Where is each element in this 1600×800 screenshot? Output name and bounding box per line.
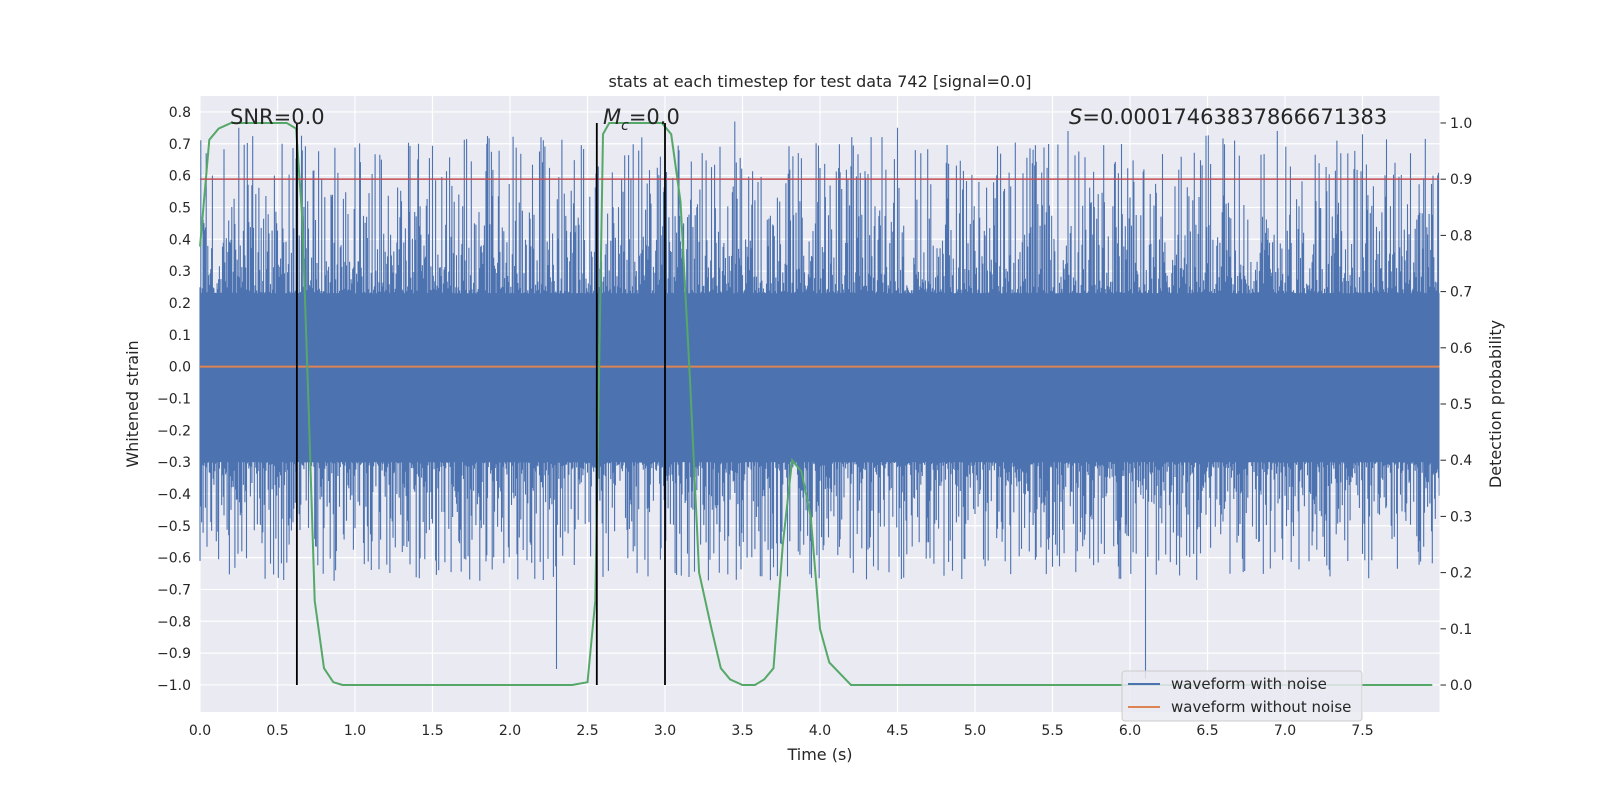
x-tick-label: 6.5	[1196, 723, 1218, 739]
x-tick-label: 0.5	[266, 723, 288, 739]
y-tick-label: −0.6	[157, 551, 191, 567]
y2-tick-label: 0.2	[1450, 566, 1472, 582]
y-tick-label: −0.3	[157, 455, 191, 471]
y-tick-label: 0.7	[169, 137, 191, 153]
y-axis-label: Whitened strain	[123, 340, 142, 467]
mc-annotation: Mc=0.0	[603, 105, 680, 134]
y-tick-label: 0.2	[169, 296, 191, 312]
x-tick-label: 3.0	[654, 723, 676, 739]
legend: waveform with noise waveform without noi…	[1121, 670, 1363, 722]
s-value: =0.00017463837866671383	[1082, 105, 1387, 129]
mc-value: =0.0	[629, 105, 680, 129]
x-tick-label: 1.5	[421, 723, 443, 739]
mc-symbol: M	[603, 105, 621, 129]
y-tick-label: 0.4	[169, 232, 191, 248]
legend-label-noise: waveform with noise	[1171, 675, 1327, 693]
x-tick-label: 2.5	[576, 723, 598, 739]
y-tick-label: −1.0	[157, 678, 191, 694]
snr-annotation: SNR=0.0	[230, 105, 325, 129]
x-tick-label: 0.0	[189, 723, 211, 739]
s-symbol: S	[1069, 105, 1082, 129]
y-tick-label: −0.8	[157, 614, 191, 630]
x-tick-label: 6.0	[1119, 723, 1141, 739]
x-tick-label: 7.5	[1351, 723, 1373, 739]
y2-tick-label: 0.3	[1450, 509, 1472, 525]
y-tick-label: 0.5	[169, 200, 191, 216]
y-tick-label: 0.1	[169, 328, 191, 344]
vertical-markers	[295, 122, 666, 686]
y-tick-label: −0.7	[157, 582, 191, 598]
x-tick-label: 7.0	[1274, 723, 1296, 739]
y-tick-label: −0.2	[157, 423, 191, 439]
legend-label-clean: waveform without noise	[1171, 698, 1351, 716]
y-tick-label: 0.0	[169, 360, 191, 376]
y-tick-label: 0.6	[169, 169, 191, 185]
series-waveform-with-noise	[199, 121, 1440, 679]
y2-tick-label: 0.8	[1450, 228, 1472, 244]
y-tick-label: −0.9	[157, 646, 191, 662]
axis-ticks: 0.0 0.5 1.0 1.5 2.0 2.5 3.0 3.5 4.0 4.5 5.0 5.5 6.0 6…	[157, 96, 1472, 739]
y-tick-label: 0.8	[169, 105, 191, 121]
y-tick-label: −0.5	[157, 519, 191, 535]
x-tick-label: 2.0	[499, 723, 521, 739]
y2-tick-label: 1.0	[1450, 116, 1472, 132]
x-tick-label: 5.5	[1041, 723, 1063, 739]
y2-tick-label: 0.1	[1450, 622, 1472, 638]
chart-title: stats at each timestep for test data 742…	[608, 72, 1031, 91]
noise-spikes	[199, 121, 1440, 679]
y2-tick-label: 0.0	[1450, 678, 1472, 694]
s-annotation: S=0.00017463837866671383	[1069, 105, 1387, 129]
y-tick-label: 0.3	[169, 264, 191, 280]
x-tick-label: 4.5	[886, 723, 908, 739]
y-tick-label: −0.1	[157, 391, 191, 407]
legend-box	[1121, 670, 1363, 722]
y2-tick-label: 0.9	[1450, 172, 1472, 188]
y2-tick-label: 0.5	[1450, 397, 1472, 413]
x-tick-label: 1.0	[344, 723, 366, 739]
y2-tick-label: 0.7	[1450, 285, 1472, 301]
x-axis-label: Time (s)	[786, 745, 852, 764]
y-tick-label: −0.4	[157, 487, 191, 503]
x-tick-label: 4.0	[809, 723, 831, 739]
mc-subscript: c	[621, 118, 629, 134]
y2-axis-label: Detection probability	[1486, 320, 1505, 488]
x-tick-label: 3.5	[731, 723, 753, 739]
y2-tick-label: 0.6	[1450, 341, 1472, 357]
x-tick-label: 5.0	[964, 723, 986, 739]
y2-tick-label: 0.4	[1450, 453, 1472, 469]
